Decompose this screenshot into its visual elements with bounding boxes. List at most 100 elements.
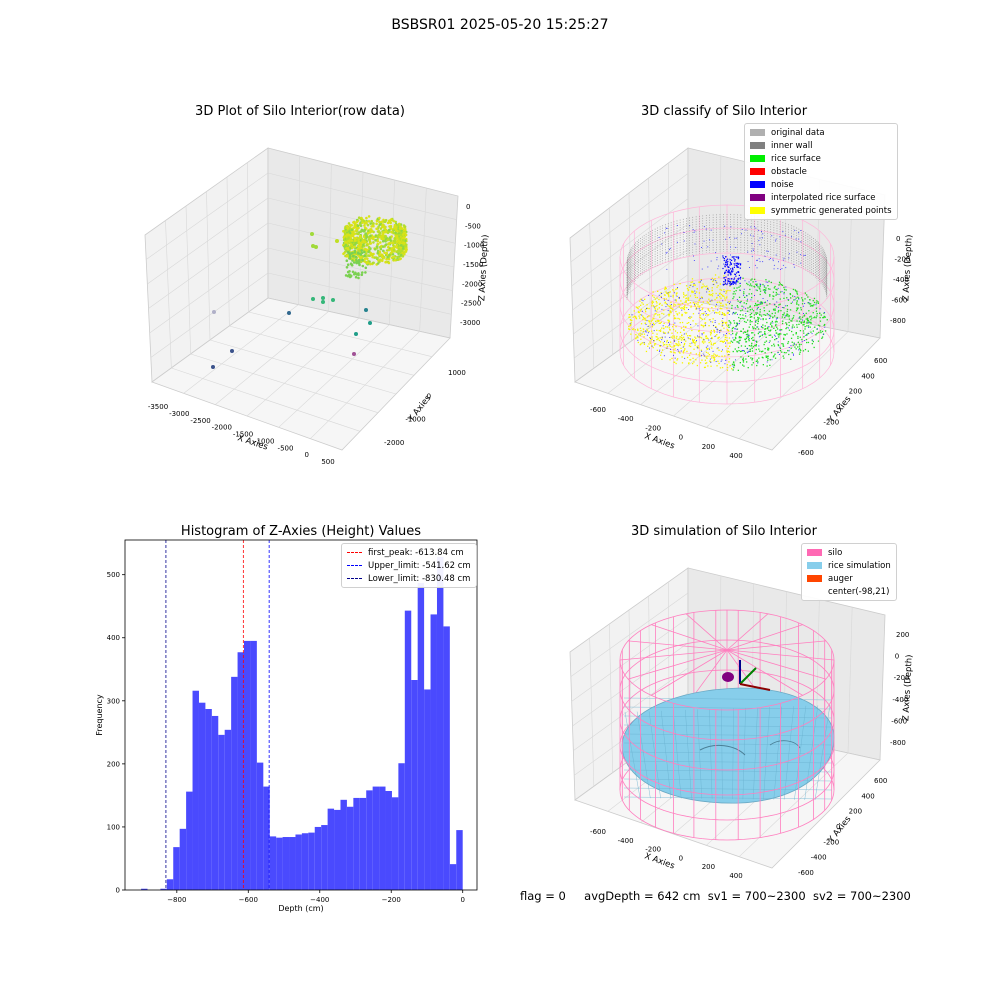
surface-point (699, 355, 701, 357)
surface-point (738, 337, 740, 339)
surface-point (710, 342, 712, 344)
surface-point (688, 363, 690, 365)
surface-point (699, 316, 701, 318)
raw-point (401, 254, 405, 258)
raw-point (397, 247, 401, 251)
x-tick-label: 400 (729, 872, 742, 880)
surface-point (684, 342, 686, 345)
surface-point (797, 337, 799, 339)
surface-point (815, 307, 818, 309)
panel4-ylabel: Y Axies (826, 814, 854, 846)
z-tick-label: 0 (895, 653, 899, 661)
surface-point (638, 333, 640, 335)
raw-point (378, 253, 381, 257)
z-tick-label: -1500 (463, 261, 483, 269)
raw-point (384, 234, 387, 238)
surface-point (736, 287, 738, 289)
x-tick-label: -1500 (233, 431, 253, 439)
surface-point (690, 306, 692, 308)
surface-point (754, 352, 757, 355)
surface-point (773, 343, 775, 345)
raw-point (392, 255, 396, 259)
surface-point (754, 324, 756, 326)
surface-point (807, 318, 809, 320)
surface-point (723, 295, 725, 297)
surface-point (771, 312, 773, 315)
surface-point (777, 344, 779, 346)
surface-point (791, 318, 793, 320)
raw-point (366, 257, 369, 261)
raw-point (387, 257, 391, 261)
surface-point (783, 297, 785, 299)
surface-point (658, 314, 661, 316)
surface-point (683, 338, 686, 340)
surface-point (667, 319, 669, 321)
raw-point (398, 240, 402, 244)
surface-point (763, 343, 765, 346)
raw-point (354, 226, 358, 229)
surface-point (766, 321, 768, 324)
surface-point (721, 355, 723, 357)
surface-point (686, 335, 689, 337)
surface-point (813, 346, 815, 349)
raw-point (360, 251, 364, 255)
surface-point (652, 317, 654, 320)
surface-point (694, 342, 696, 344)
surface-point (638, 306, 640, 308)
raw-point (363, 257, 367, 261)
surface-point (810, 303, 812, 305)
surface-point (816, 328, 818, 330)
surface-point (693, 341, 695, 344)
surface-point (633, 310, 635, 312)
raw-point (371, 261, 375, 265)
surface-point (693, 348, 695, 350)
surface-point (821, 337, 823, 339)
raw-outlier-point (310, 232, 314, 236)
raw-point (404, 239, 407, 242)
raw-point (366, 261, 369, 265)
surface-point (750, 345, 752, 347)
surface-point (692, 362, 694, 365)
surface-point (776, 293, 778, 295)
surface-point (759, 308, 761, 311)
raw-point (357, 258, 361, 262)
raw-point (361, 259, 364, 262)
surface-point (664, 287, 667, 289)
surface-point (691, 291, 693, 294)
surface-point (646, 330, 649, 332)
raw-point (398, 250, 402, 253)
surface-point (687, 298, 689, 300)
raw-point (399, 257, 402, 260)
surface-point (771, 345, 773, 347)
y-tick-label: -600 (798, 869, 814, 877)
raw-point (348, 275, 352, 279)
raw-point (357, 241, 361, 245)
surface-point (683, 293, 685, 296)
surface-point (727, 329, 729, 331)
surface-point (640, 343, 642, 345)
surface-point (717, 329, 719, 331)
surface-point (726, 369, 729, 371)
grid-line (719, 155, 722, 307)
surface-point (693, 361, 695, 363)
surface-point (758, 303, 760, 306)
surface-point (709, 310, 711, 312)
y-tick-label: 1000 (448, 369, 466, 377)
surface-point (790, 337, 793, 339)
surface-point (658, 307, 660, 309)
raw-point (392, 244, 395, 247)
surface-point (724, 338, 726, 341)
raw-point (395, 227, 398, 230)
surface-point (740, 356, 742, 358)
raw-point (361, 221, 364, 224)
raw-point (361, 240, 364, 243)
raw-point (403, 231, 407, 234)
surface-point (669, 351, 672, 353)
raw-point (378, 251, 382, 254)
raw-point (396, 223, 400, 227)
surface-point (692, 301, 695, 304)
raw-point (372, 241, 375, 244)
surface-point (757, 286, 759, 288)
raw-point (391, 241, 395, 245)
surface-point (672, 294, 674, 297)
